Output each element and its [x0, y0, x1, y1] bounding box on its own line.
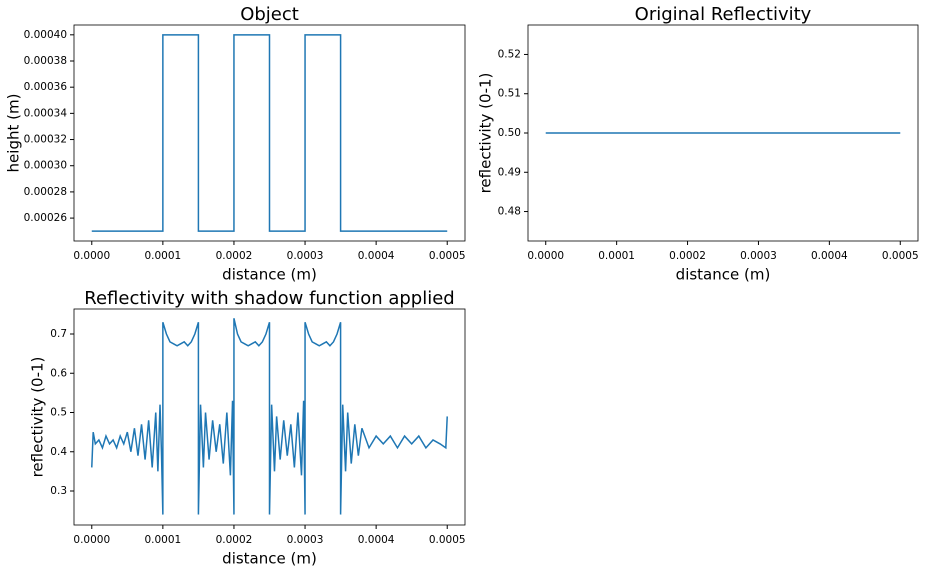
x-tick-label: 0.0003	[740, 250, 777, 262]
x-tick-label: 0.0000	[73, 250, 110, 262]
x-tick-label: 0.0005	[429, 534, 466, 546]
y-axis-label: reflectivity (0-1)	[29, 357, 47, 478]
x-tick-label: 0.0001	[598, 250, 635, 262]
subplot: 0.0000 0.0001 0.0002 0.0003 0.0004 0.0005 0.00…	[5, 4, 466, 284]
x-tick-label: 0.0004	[811, 250, 848, 262]
x-tick-label: 0.0002	[669, 250, 706, 262]
subplot-title: Reflectivity with shadow function applie…	[84, 288, 454, 309]
y-tick-label: 0.00036	[24, 81, 68, 93]
y-tick-label: 0.00030	[24, 160, 67, 172]
y-tick-label: 0.50	[498, 127, 521, 139]
x-tick-label: 0.0005	[429, 250, 466, 262]
x-tick-label: 0.0004	[358, 534, 395, 546]
x-tick-label: 0.0003	[287, 250, 324, 262]
y-tick-label: 0.51	[498, 88, 521, 100]
x-tick-label: 0.0000	[73, 534, 110, 546]
y-tick-label: 0.3	[50, 485, 67, 497]
subplot: 0.0000 0.0001 0.0002 0.0003 0.0004 0.0005 0.48…	[477, 4, 919, 284]
y-tick-label: 0.52	[498, 48, 521, 60]
y-tick-label: 0.00034	[24, 107, 68, 119]
y-tick-label: 0.49	[498, 166, 521, 178]
y-tick-label: 0.5	[50, 407, 67, 419]
x-axis-label: distance (m)	[222, 550, 317, 568]
y-axis-label: reflectivity (0-1)	[477, 73, 495, 194]
x-tick-label: 0.0003	[287, 534, 324, 546]
y-tick-label: 0.00040	[24, 29, 67, 41]
y-tick-label: 0.00028	[24, 186, 67, 198]
y-tick-label: 0.7	[50, 328, 67, 340]
x-tick-label: 0.0002	[216, 534, 253, 546]
data-line	[91, 34, 448, 232]
x-tick-label: 0.0002	[216, 250, 253, 262]
y-tick-label: 0.00032	[24, 134, 67, 146]
data-line	[91, 318, 448, 515]
y-tick-label: 0.6	[50, 367, 67, 379]
x-tick-label: 0.0000	[527, 250, 564, 262]
y-tick-label: 0.4	[50, 446, 67, 458]
x-tick-label: 0.0005	[882, 250, 919, 262]
subplot: 0.0000 0.0001 0.0002 0.0003 0.0004 0.0005 0.3 0…	[29, 288, 466, 568]
subplot-title: Original Reflectivity	[635, 4, 812, 25]
y-tick-label: 0.00038	[24, 55, 67, 67]
y-tick-label: 0.48	[498, 206, 521, 218]
x-tick-label: 0.0004	[358, 250, 395, 262]
x-tick-label: 0.0001	[144, 534, 181, 546]
x-tick-label: 0.0001	[144, 250, 181, 262]
y-axis-label: height (m)	[5, 94, 23, 173]
y-tick-label: 0.00026	[24, 212, 68, 224]
subplot-title: Object	[240, 4, 299, 25]
x-axis-label: distance (m)	[676, 266, 771, 284]
x-axis-label: distance (m)	[222, 266, 317, 284]
